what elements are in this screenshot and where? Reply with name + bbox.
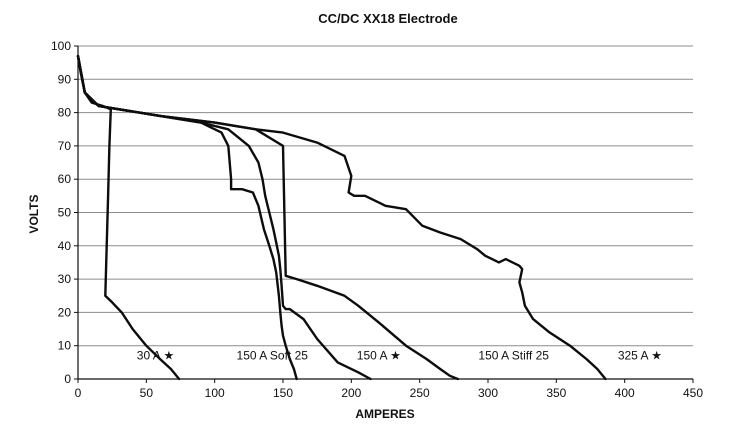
- grid-layer: [78, 45, 693, 347]
- x-tick-label: 250: [410, 386, 430, 400]
- x-axis-label: AMPERES: [355, 407, 414, 421]
- x-tick-label: 400: [615, 386, 635, 400]
- x-tick-label: 0: [75, 386, 82, 400]
- x-tick-label: 150: [273, 386, 293, 400]
- x-tick-label: 350: [546, 386, 566, 400]
- y-tick-label: 100: [51, 39, 71, 53]
- series-line-1: [76, 54, 181, 381]
- curve-label: 150 A Soft 25: [237, 349, 309, 363]
- y-tick-label: 30: [58, 272, 72, 286]
- chart-title: CC/DC XX18 Electrode: [318, 11, 457, 26]
- curve-label: 150 A Stiff 25: [478, 349, 549, 363]
- curve-label: 325 A ★: [618, 349, 662, 363]
- x-tick-label: 200: [341, 386, 361, 400]
- y-axis-label: VOLTS: [27, 194, 41, 233]
- y-tick-label: 20: [58, 305, 72, 319]
- x-tick-label: 300: [478, 386, 498, 400]
- curve-label: 150 A ★: [357, 349, 401, 363]
- y-tick-label: 60: [58, 172, 72, 186]
- y-tick-label: 90: [58, 72, 72, 86]
- tick-label-layer: 0 10 20 30 40 50 60 70 80 90 100 0 50 100 150 200 250 300…: [51, 39, 703, 400]
- x-tick-label: 50: [140, 386, 154, 400]
- series-layer: [76, 54, 607, 381]
- series-line-2: [76, 54, 298, 381]
- y-tick-label: 70: [58, 139, 72, 153]
- series-line-5: [76, 54, 607, 381]
- y-tick-label: 80: [58, 106, 72, 120]
- y-tick-label: 0: [64, 372, 71, 386]
- y-tick-label: 10: [58, 339, 72, 353]
- y-tick-label: 50: [58, 206, 72, 220]
- y-tick-label: 40: [58, 239, 72, 253]
- x-tick-label: 450: [683, 386, 703, 400]
- curve-label-layer: 30 A ★ 150 A Soft 25 150 A ★ 150 A Stiff 25…: [137, 349, 662, 363]
- curve-label: 30 A ★: [137, 349, 174, 363]
- series-line-3: [76, 54, 372, 381]
- x-tick-label: 100: [205, 386, 225, 400]
